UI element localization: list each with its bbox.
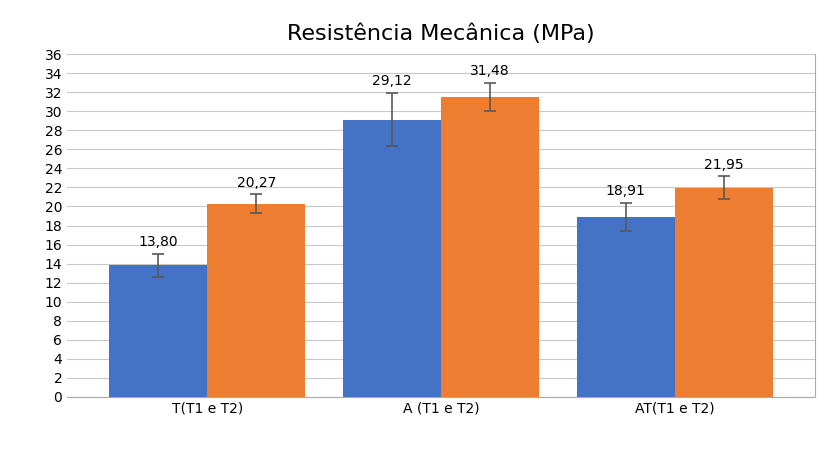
Text: 18,91: 18,91: [606, 184, 645, 198]
Bar: [343, 120, 441, 397]
Bar: [109, 266, 207, 397]
Text: 29,12: 29,12: [372, 74, 412, 88]
Text: 20,27: 20,27: [237, 175, 276, 189]
Bar: [576, 217, 675, 397]
Bar: [441, 97, 539, 397]
Text: 21,95: 21,95: [704, 158, 743, 172]
Text: 13,80: 13,80: [139, 235, 178, 249]
Title: Resistência Mecânica (MPa): Resistência Mecânica (MPa): [287, 24, 595, 44]
Text: 31,48: 31,48: [470, 64, 510, 78]
Bar: [207, 204, 306, 397]
Bar: [675, 188, 773, 397]
